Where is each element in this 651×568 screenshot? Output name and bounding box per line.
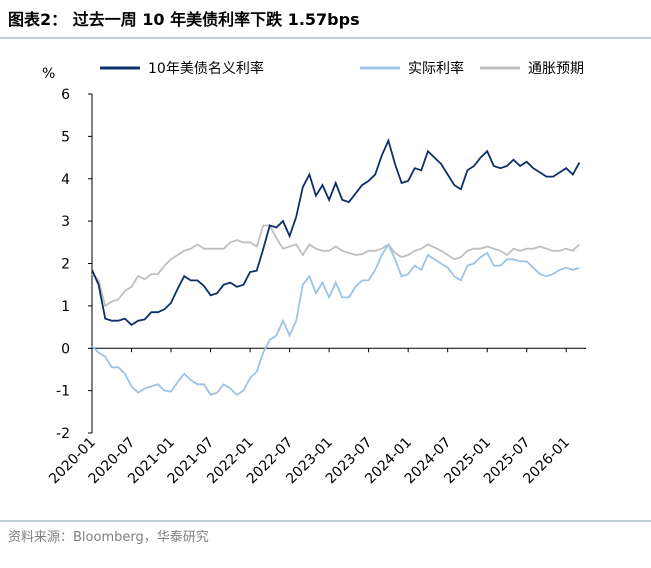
y-tick-label: 0	[61, 341, 70, 357]
legend-label: 实际利率	[408, 60, 464, 77]
y-tick-label: 6	[61, 87, 70, 103]
y-axis-label: %	[42, 66, 55, 82]
series-line	[91, 224, 581, 308]
y-tick-label: -1	[56, 384, 70, 400]
series-line	[91, 242, 580, 397]
y-tick-label: -2	[56, 426, 70, 442]
legend-label: 通胀预期	[528, 61, 584, 77]
y-tick-label: 3	[61, 214, 70, 230]
y-tick-label: 1	[61, 299, 70, 315]
legend-label: 10年美债名义利率	[148, 60, 264, 77]
y-tick-label: 5	[61, 129, 70, 145]
series-line	[91, 137, 581, 327]
chart-title: 图表2： 过去一周 10 年美债利率下跌 1.57bps	[8, 10, 360, 29]
y-tick-label: 4	[61, 172, 70, 188]
y-tick-label: 2	[61, 257, 70, 273]
source-note: 资料来源：Bloomberg，华泰研究	[8, 530, 209, 545]
